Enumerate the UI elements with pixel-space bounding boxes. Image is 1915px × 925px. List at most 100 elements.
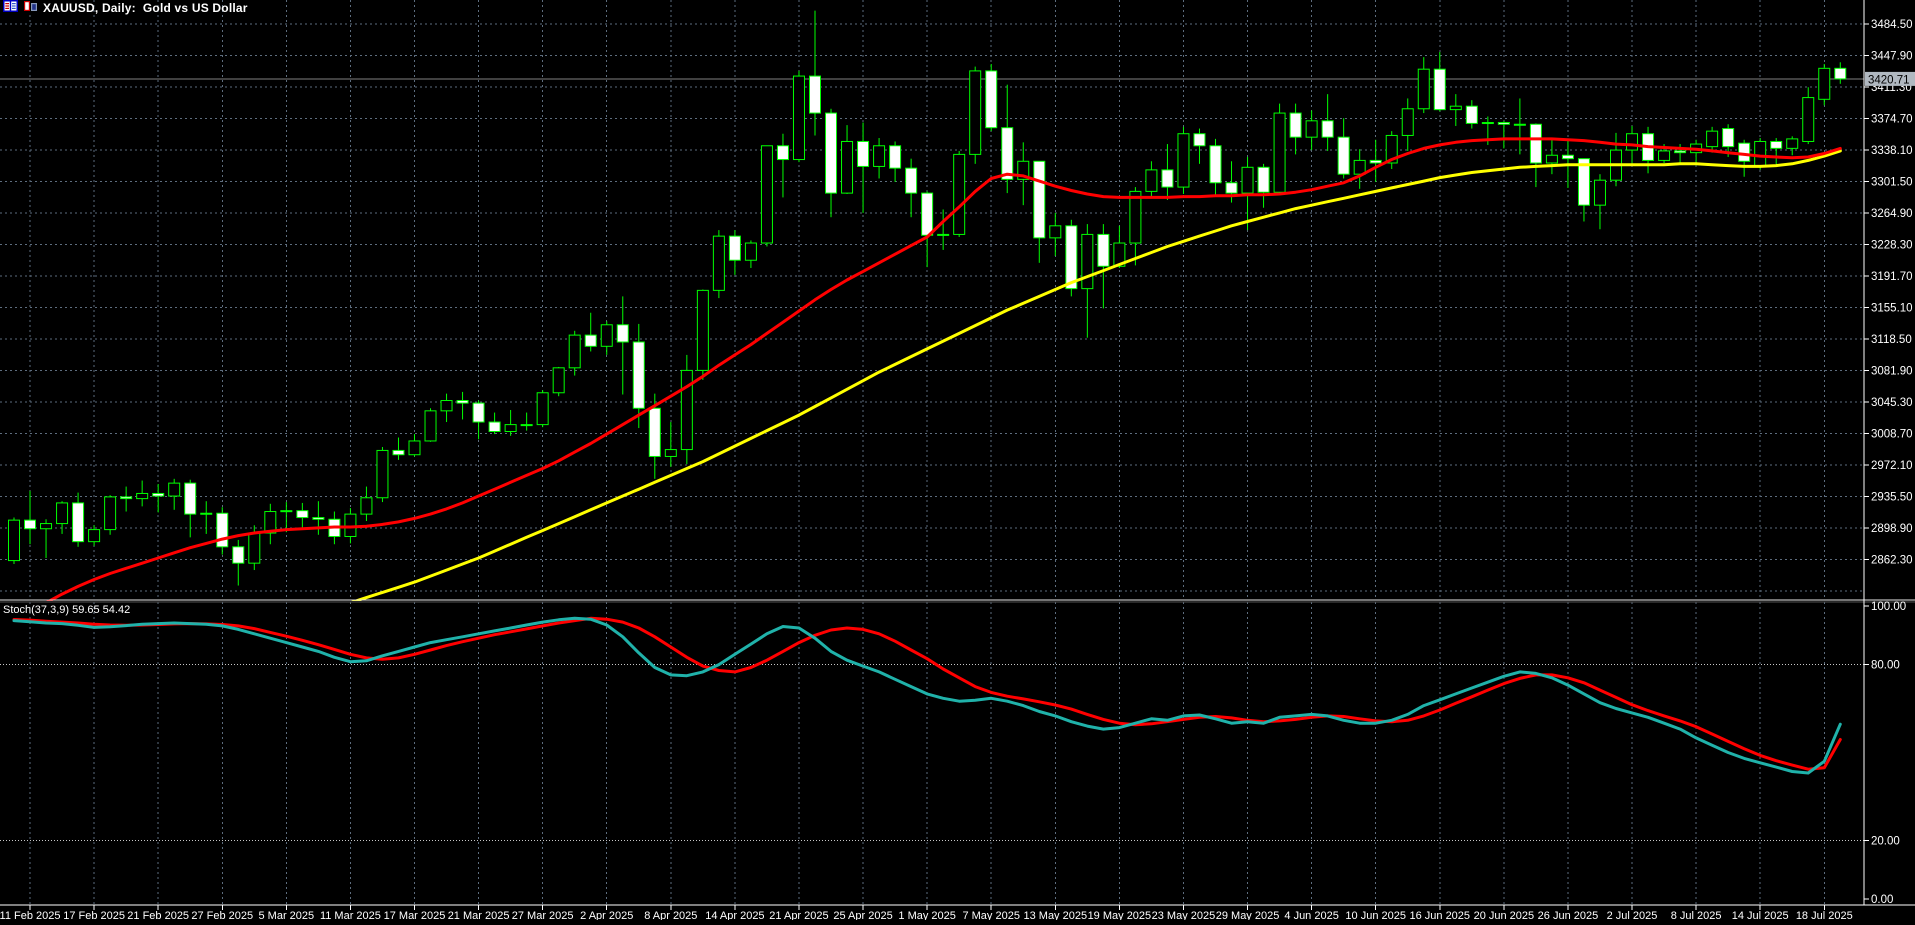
bear-candle — [728, 235, 741, 261]
bull-candle — [1305, 120, 1318, 138]
bear-candle — [632, 341, 645, 409]
bear-candle — [1465, 105, 1478, 124]
bull-candle — [712, 235, 725, 291]
bear-candle — [1577, 158, 1590, 206]
stochastic-indicator-label: Stoch(37,3,9) 59.65 54.42 — [3, 604, 131, 616]
price-axis-label: 3081.90 — [1871, 365, 1913, 377]
date-axis-label: 11 Feb 2025 — [0, 910, 61, 920]
price-axis-label: 3447.90 — [1871, 50, 1913, 62]
bull-candle — [1754, 140, 1767, 167]
price-axis-label: 3191.70 — [1871, 271, 1913, 283]
bull-candle — [1353, 159, 1366, 175]
bear-candle — [1369, 159, 1382, 164]
current-price-value: 3420.71 — [1868, 74, 1910, 86]
date-axis-label: 27 Feb 2025 — [191, 910, 253, 920]
bull-candle — [520, 424, 533, 427]
bull-candle — [937, 233, 950, 236]
bear-candle — [472, 402, 485, 423]
bull-candle — [424, 410, 437, 442]
date-axis-label: 10 Jun 2025 — [1345, 910, 1406, 920]
bear-candle — [857, 140, 870, 167]
bear-candle — [1193, 133, 1206, 147]
bear-candle — [120, 496, 133, 500]
bull-candle — [1145, 169, 1158, 192]
slow-moving-average-line — [351, 149, 1842, 601]
bear-candle — [616, 324, 629, 343]
bear-candle — [1097, 233, 1110, 267]
date-axis: 11 Feb 2025 17 Feb 2025 21 Feb 2025 27 Feb … — [0, 905, 1853, 922]
bull-candle — [1081, 233, 1094, 290]
bear-candle — [1337, 136, 1350, 175]
bull-candle — [56, 502, 69, 525]
bear-candle — [809, 75, 821, 114]
bull-candle — [1818, 67, 1831, 100]
grid-lines — [0, 0, 1864, 905]
date-axis-label: 16 Jun 2025 — [1409, 910, 1470, 920]
bull-candle — [664, 449, 677, 457]
date-axis-label: 1 May 2025 — [898, 910, 955, 920]
date-axis-label: 5 Mar 2025 — [259, 910, 315, 920]
bear-candle — [1289, 112, 1302, 138]
date-axis-label: 8 Jul 2025 — [1671, 910, 1722, 920]
bull-candle — [248, 532, 261, 564]
date-axis-label: 2 Apr 2025 — [580, 910, 633, 920]
bear-candle — [889, 145, 902, 169]
bear-candle — [1433, 68, 1446, 111]
fast-moving-average-line — [46, 137, 1842, 601]
bull-candle — [504, 424, 517, 432]
bull-candle — [40, 523, 53, 530]
price-axis-label: 3008.70 — [1871, 428, 1913, 440]
bull-candle — [360, 497, 373, 515]
bull-candle — [264, 511, 277, 534]
date-axis-label: 18 Jul 2025 — [1796, 910, 1853, 920]
date-axis-label: 27 Mar 2025 — [512, 910, 574, 920]
bull-candle — [1706, 130, 1719, 148]
bull-candle — [1802, 97, 1815, 142]
bull-candle — [953, 153, 966, 235]
date-axis-label: 19 May 2025 — [1088, 910, 1152, 920]
bull-candle — [552, 367, 565, 394]
current-price-tag: 3420.71 — [1865, 71, 1915, 86]
bear-candle — [921, 192, 934, 236]
date-axis-label: 2 Jul 2025 — [1607, 910, 1658, 920]
bear-candle — [1033, 160, 1046, 239]
stochastic-axis-label: 80.00 — [1871, 660, 1900, 672]
bull-candle — [88, 529, 101, 543]
date-axis-label: 21 Mar 2025 — [448, 910, 510, 920]
stochastic-main-line — [12, 616, 1842, 775]
bar-chart-window-icon[interactable] — [23, 0, 38, 17]
price-axis-label: 3228.30 — [1871, 239, 1913, 251]
bull-candle — [680, 369, 693, 451]
price-axis-label: 3118.50 — [1871, 334, 1912, 346]
price-axis-label: 2898.90 — [1871, 523, 1913, 535]
bear-candle — [1770, 140, 1783, 149]
bull-candle — [104, 496, 117, 531]
date-axis-label: 20 Jun 2025 — [1474, 910, 1535, 920]
bear-candle — [1834, 67, 1847, 80]
bear-candle — [648, 407, 661, 457]
date-axis-label: 14 Apr 2025 — [705, 910, 764, 920]
bull-candle — [1417, 68, 1430, 110]
date-axis-label: 8 Apr 2025 — [644, 910, 697, 920]
stochastic-axis-label: 20.00 — [1871, 835, 1900, 847]
bull-candle — [696, 289, 709, 371]
bear-candle — [72, 502, 85, 543]
stochastic-axis: 100.00 80.00 20.00 0.00 — [1864, 601, 1906, 906]
bear-candle — [184, 482, 197, 515]
date-axis-label: 26 Jun 2025 — [1538, 910, 1599, 920]
price-axis-label: 2972.10 — [1871, 460, 1913, 472]
bull-candle — [1513, 123, 1526, 126]
bull-candle — [1481, 122, 1494, 125]
journal-window-icon[interactable] — [3, 0, 18, 17]
stochastic-axis-label: 100.00 — [1871, 601, 1906, 613]
bull-candle — [969, 70, 982, 155]
bull-candle — [792, 75, 805, 161]
bull-candle — [1545, 154, 1558, 164]
bull-candle — [168, 482, 181, 497]
date-axis-label: 11 Mar 2025 — [320, 910, 381, 920]
price-axis-label: 3301.50 — [1871, 176, 1913, 188]
stochastic-axis-label: 0.00 — [1871, 894, 1893, 906]
